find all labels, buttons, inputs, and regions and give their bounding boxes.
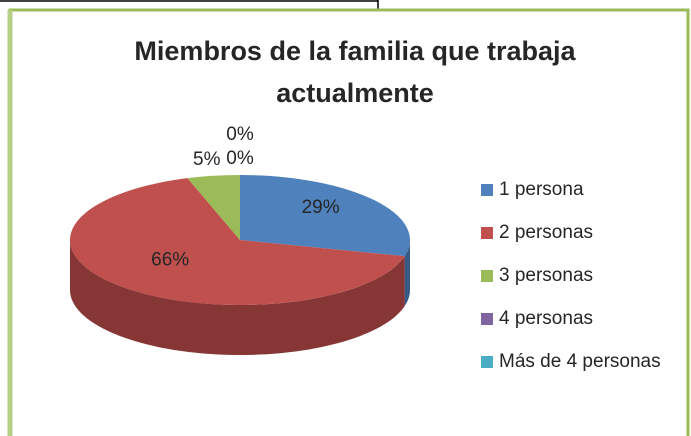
- slice-side: [70, 240, 405, 355]
- legend-label: 3 personas: [499, 265, 593, 286]
- legend-swatch: [481, 356, 493, 368]
- legend-label: 4 personas: [499, 308, 593, 329]
- legend-swatch: [481, 313, 493, 325]
- legend-swatch: [481, 184, 493, 196]
- slice: [70, 178, 405, 305]
- slice: [240, 175, 410, 257]
- legend-label: 2 personas: [499, 222, 593, 243]
- legend-label: Más de 4 personas: [499, 351, 661, 372]
- legend-swatch: [481, 227, 493, 239]
- data-label: 5%: [193, 149, 221, 170]
- slice-side: [70, 240, 405, 355]
- slice: [187, 175, 240, 240]
- data-label: 29%: [302, 197, 340, 218]
- slice-side: [404, 240, 410, 307]
- chart-title: Miembros de la familia que trabaja actua…: [134, 36, 576, 108]
- data-label: 66%: [151, 249, 189, 270]
- data-label: 0%: [226, 148, 254, 169]
- slice-side: [404, 240, 410, 307]
- legend-label: 1 persona: [499, 179, 584, 200]
- legend-swatch: [481, 270, 493, 282]
- data-label: 0%: [226, 124, 254, 145]
